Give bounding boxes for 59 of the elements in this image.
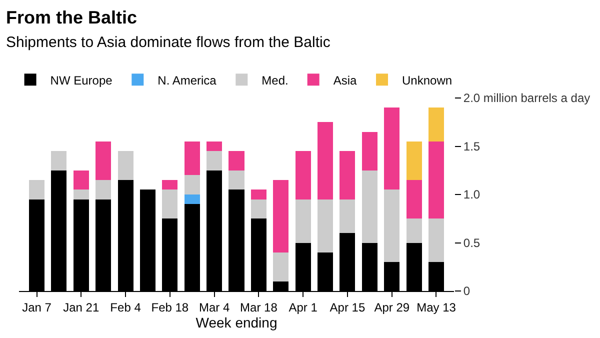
y-tick-label: 1.0 (463, 188, 480, 202)
y-tick-label: 1.5 (463, 139, 480, 154)
legend-label: N. America (158, 73, 217, 88)
bar (428, 218, 444, 262)
x-tick-label: May 13 (416, 300, 456, 314)
legend-label: Med. (262, 73, 288, 88)
legend-label: Asia (333, 73, 358, 88)
bar (340, 199, 356, 234)
bar (273, 180, 289, 252)
x-axis-title: Week ending (196, 314, 278, 331)
bar (184, 141, 200, 176)
bar (228, 151, 244, 170)
bar (295, 151, 311, 200)
y-tick-label: 0 (463, 284, 470, 298)
bar (362, 170, 378, 243)
bar (28, 180, 45, 200)
bar (96, 141, 112, 180)
bar (162, 180, 178, 190)
y-tick-label: 2.0 million barrels a day (463, 91, 590, 106)
bar (73, 190, 89, 200)
x-tick-label: Apr 29 (374, 300, 410, 314)
x-tick-label: Mar 18 (240, 300, 278, 314)
bar (318, 122, 334, 200)
x-tick-label: Mar 4 (198, 300, 230, 314)
bar (406, 180, 422, 219)
bar (228, 170, 244, 190)
bar (250, 199, 266, 219)
bar (406, 218, 422, 243)
chart-title: From the Baltic (6, 8, 138, 28)
bar (362, 132, 378, 170)
bar (318, 199, 334, 252)
x-tick-label: Feb 4 (110, 300, 142, 314)
bar (273, 252, 289, 282)
bar (295, 199, 311, 243)
legend-label: Unknown (402, 73, 452, 88)
y-tick-label: 0.5 (463, 236, 480, 250)
x-tick-label: Feb 18 (151, 300, 189, 314)
bar (250, 190, 266, 200)
x-tick-label: Jan 7 (22, 300, 52, 314)
bar (162, 190, 178, 219)
x-tick-label: Apr 15 (330, 300, 366, 314)
bar (118, 151, 134, 180)
bar (206, 141, 222, 152)
legend-label: NW Europe (50, 73, 113, 88)
chart-subtitle: Shipments to Asia dominate flows from the Baltic (6, 34, 331, 52)
bar (340, 151, 356, 200)
bar (406, 141, 422, 180)
bar (184, 175, 200, 194)
bar (428, 108, 444, 142)
x-tick-label: Jan 21 (63, 300, 100, 314)
bar (73, 170, 89, 190)
bar (96, 180, 112, 200)
x-tick-label: Apr 1 (288, 300, 318, 314)
bar (384, 190, 400, 262)
bar (206, 151, 222, 170)
bar (428, 141, 444, 219)
bar (51, 151, 67, 170)
bar (184, 194, 200, 204)
bar (384, 108, 400, 190)
